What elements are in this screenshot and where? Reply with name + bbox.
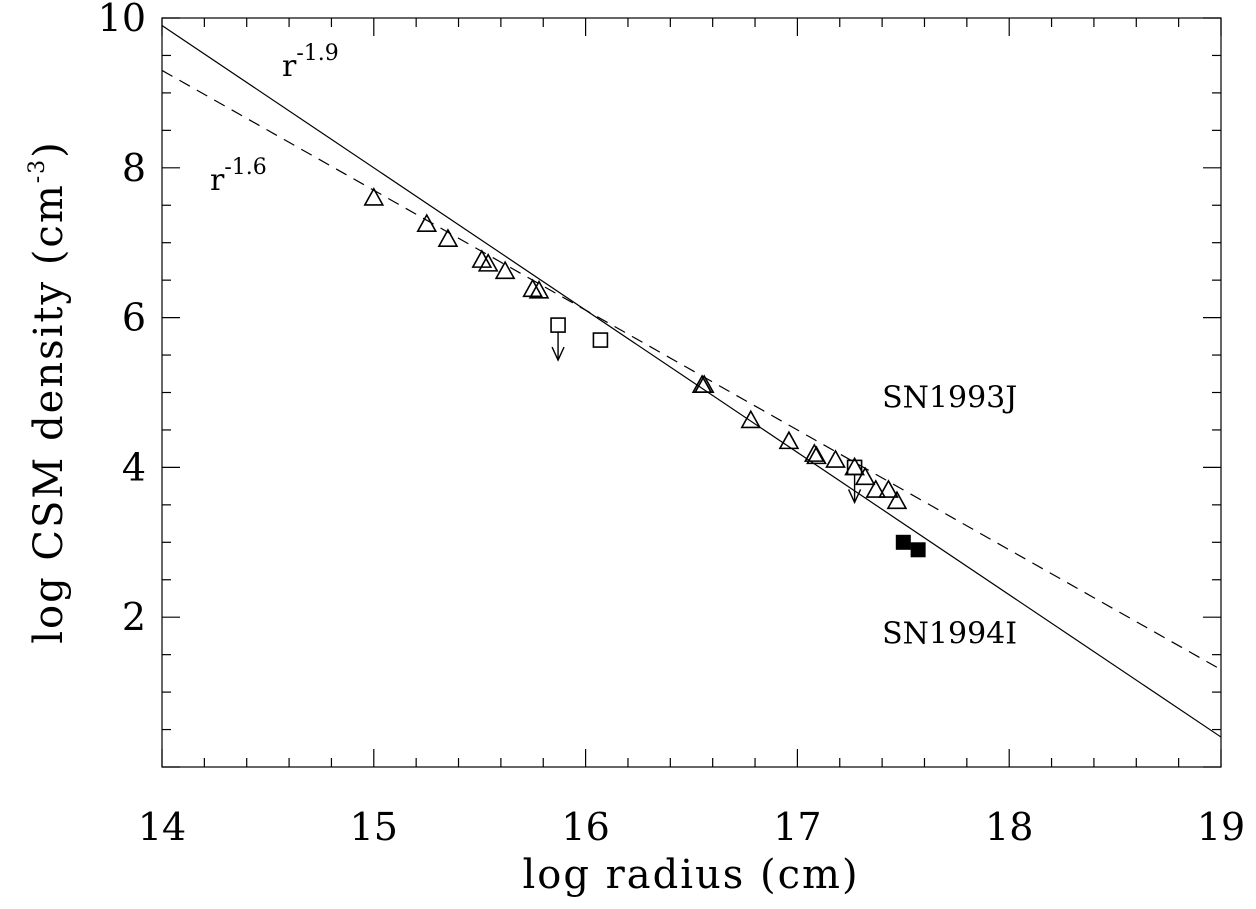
x-tick-label: 14 <box>138 805 186 849</box>
triangle-marker <box>740 409 762 429</box>
y-tick-label: 6 <box>122 296 146 340</box>
triangle-marker <box>865 479 887 498</box>
triangle-marker <box>522 278 544 298</box>
fit-label-steep: r-1.9 <box>282 41 339 84</box>
triangle-marker <box>825 449 846 468</box>
triangle-marker <box>878 479 899 498</box>
y-tick-label: 4 <box>122 445 146 489</box>
fit-label-shallow: r-1.6 <box>210 155 267 198</box>
triangle-marker <box>477 253 499 272</box>
triangle-marker <box>416 213 438 232</box>
triangle-marker <box>854 466 876 486</box>
y-tick-label: 10 <box>98 0 146 40</box>
triangle-marker <box>528 279 550 299</box>
axis-ticks <box>161 17 1222 768</box>
x-tick-label: 19 <box>1197 805 1245 849</box>
triangle-marker <box>806 445 827 465</box>
tick-labels: 14 15 16 17 18 19 2 4 6 8 10 <box>98 0 1246 849</box>
x-tick-label: 17 <box>773 805 821 849</box>
triangle-marker <box>693 374 715 394</box>
fit-line-steep <box>162 24 1221 738</box>
fit-line-shallow <box>162 69 1221 671</box>
upper-limit-arrow-head <box>847 489 862 505</box>
triangle-marker <box>778 430 800 450</box>
triangle-marker <box>803 443 825 462</box>
annotation-sn1994i: SN1994I <box>882 616 1017 651</box>
triangle-marker <box>494 260 516 280</box>
fit-lines <box>162 24 1221 738</box>
data-markers <box>363 187 926 558</box>
y-axis-label: log CSM density (cm-3) <box>25 140 72 644</box>
triangle-marker <box>363 187 385 206</box>
x-axis-label: log radius (cm) <box>522 852 859 898</box>
triangle-marker <box>437 228 459 247</box>
square-marker <box>592 332 609 348</box>
annotation-sn1993j: SN1993J <box>882 380 1017 415</box>
plot-frame <box>161 17 1222 768</box>
upper-limit-arrow-head <box>551 346 565 362</box>
x-tick-label: 15 <box>350 805 398 849</box>
y-tick-label: 2 <box>122 595 146 639</box>
x-tick-label: 16 <box>561 805 609 849</box>
y-tick-label: 8 <box>122 146 146 190</box>
triangle-marker <box>886 490 908 510</box>
filled-square-marker <box>910 542 926 558</box>
filled-square-marker <box>895 534 911 550</box>
upper-limit-square-marker <box>550 317 566 333</box>
x-tick-label: 18 <box>985 805 1033 849</box>
